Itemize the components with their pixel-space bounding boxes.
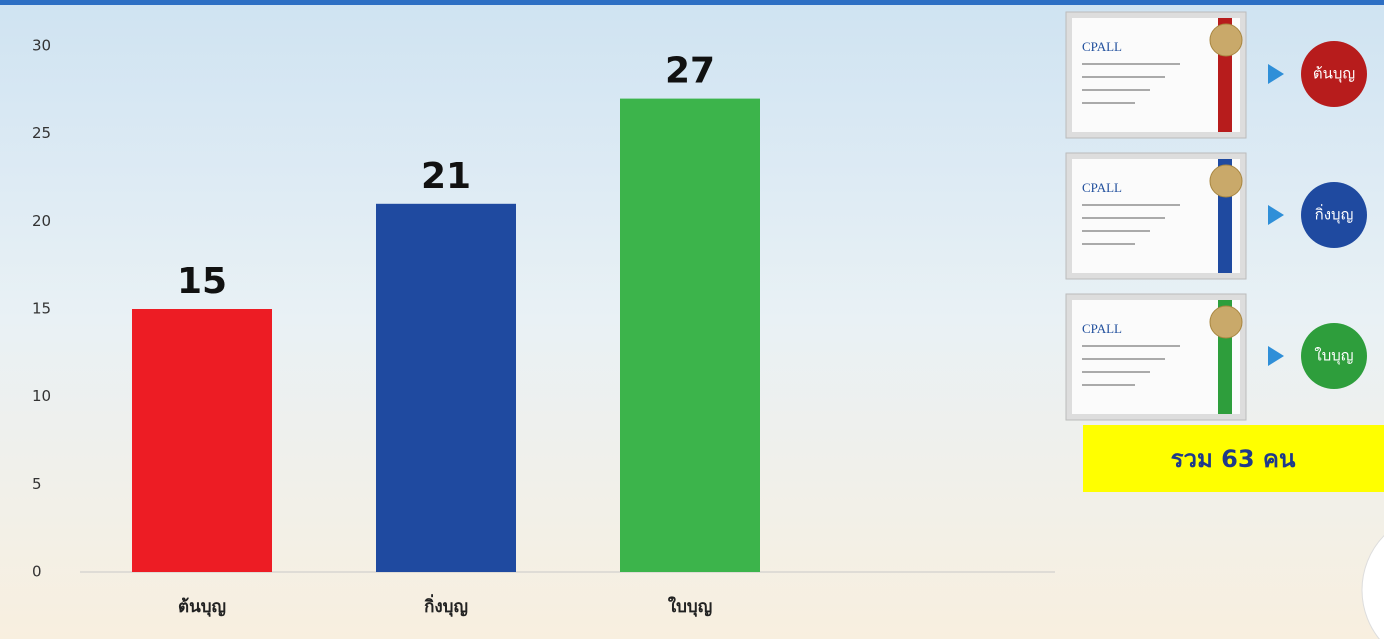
certificate-logo: CPALL (1082, 39, 1122, 54)
value-label: 21 (421, 156, 471, 197)
badge-label: ใบบุญ (1314, 347, 1353, 366)
x-tick-label: ต้นบุญ (178, 597, 226, 617)
y-tick-label: 30 (32, 37, 51, 55)
y-tick-label: 0 (32, 563, 42, 581)
slide: CPALLต้นบุญCPALLกิ่งบุญCPALLใบบุญรวม 63 … (0, 0, 1384, 639)
value-label: 27 (665, 51, 715, 92)
y-tick-label: 10 (32, 387, 51, 405)
certificate-logo: CPALL (1082, 180, 1122, 195)
x-tick-label: ใบบุญ (668, 596, 712, 617)
certificate-logo: CPALL (1082, 321, 1122, 336)
bar (620, 99, 760, 572)
top-strip (0, 0, 1384, 5)
x-tick-label: กิ่งบุญ (424, 594, 468, 617)
y-tick-label: 25 (32, 124, 51, 142)
bar (376, 204, 516, 572)
certificate-seal (1210, 24, 1242, 56)
y-tick-label: 5 (32, 475, 42, 493)
badge-label: ต้นบุญ (1313, 65, 1355, 84)
certificate-seal (1210, 306, 1242, 338)
certificate-seal (1210, 165, 1242, 197)
y-tick-label: 20 (32, 212, 51, 230)
value-label: 15 (177, 261, 227, 302)
bar (132, 309, 272, 572)
y-tick-label: 15 (32, 300, 51, 318)
badge-label: กิ่งบุญ (1315, 204, 1354, 225)
total-label: รวม 63 คน (1171, 445, 1296, 473)
